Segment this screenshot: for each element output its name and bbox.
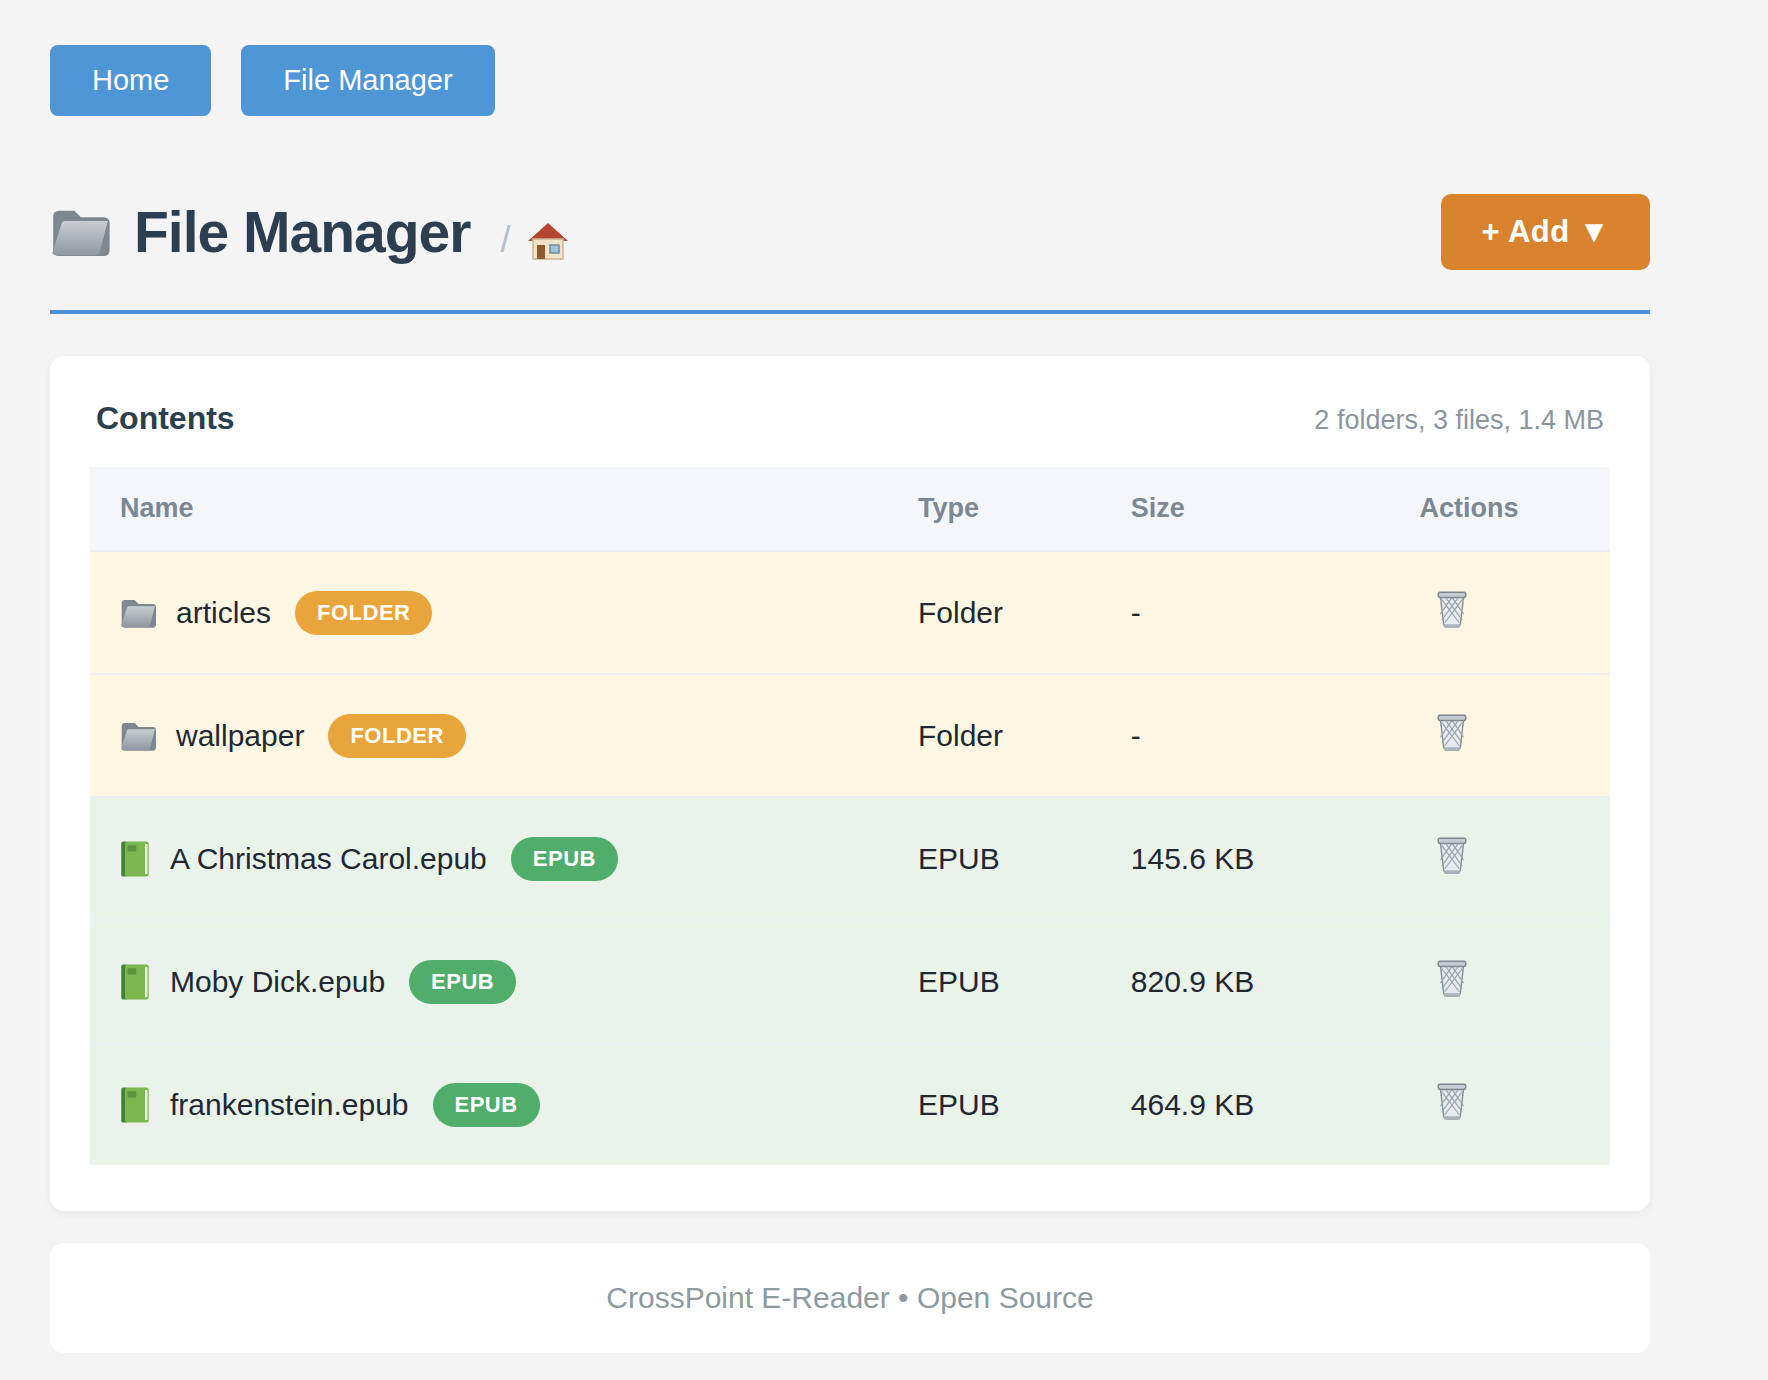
breadcrumb: / bbox=[500, 219, 570, 261]
row-type: Folder bbox=[888, 674, 1101, 797]
row-size: - bbox=[1101, 674, 1390, 797]
book-icon bbox=[120, 963, 150, 1001]
folder-icon bbox=[120, 719, 156, 753]
row-size: 145.6 KB bbox=[1101, 797, 1390, 920]
book-icon bbox=[120, 840, 150, 878]
contents-card-header: Contents 2 folders, 3 files, 1.4 MB bbox=[90, 400, 1610, 437]
table-row[interactable]: A Christmas Carol.epub EPUB EPUB 145.6 K… bbox=[90, 797, 1610, 920]
table-row[interactable]: articles FOLDER Folder - bbox=[90, 551, 1610, 674]
row-size: 820.9 KB bbox=[1101, 920, 1390, 1043]
delete-button[interactable] bbox=[1434, 711, 1470, 753]
contents-table-body: articles FOLDER Folder - wallpaper FOLDE… bbox=[90, 551, 1610, 1165]
trash-icon bbox=[1434, 834, 1470, 876]
folder-icon bbox=[50, 207, 110, 257]
page-header: File Manager / + Add ▼ bbox=[50, 194, 1650, 270]
row-type: EPUB bbox=[888, 797, 1101, 920]
table-row[interactable]: Moby Dick.epub EPUB EPUB 820.9 KB bbox=[90, 920, 1610, 1043]
add-button[interactable]: + Add ▼ bbox=[1441, 194, 1650, 270]
delete-button[interactable] bbox=[1434, 588, 1470, 630]
type-badge: EPUB bbox=[511, 837, 618, 881]
row-name: wallpaper bbox=[176, 719, 304, 753]
footer-text: CrossPoint E-Reader • Open Source bbox=[606, 1281, 1093, 1314]
delete-button[interactable] bbox=[1434, 834, 1470, 876]
footer: CrossPoint E-Reader • Open Source bbox=[50, 1243, 1650, 1353]
files-table-header-row: Name Type Size Actions bbox=[90, 467, 1610, 551]
row-size: 464.9 KB bbox=[1101, 1043, 1390, 1165]
delete-button[interactable] bbox=[1434, 957, 1470, 999]
page: Home File Manager File Manager / + Add ▼… bbox=[50, 0, 1650, 1353]
row-type: EPUB bbox=[888, 920, 1101, 1043]
delete-button[interactable] bbox=[1434, 1080, 1470, 1122]
contents-card: Contents 2 folders, 3 files, 1.4 MB Name… bbox=[50, 356, 1650, 1211]
column-header-name: Name bbox=[90, 467, 888, 551]
top-nav: Home File Manager bbox=[50, 45, 1650, 116]
type-badge: FOLDER bbox=[328, 714, 465, 758]
table-row[interactable]: frankenstein.epub EPUB EPUB 464.9 KB bbox=[90, 1043, 1610, 1165]
table-row[interactable]: wallpaper FOLDER Folder - bbox=[90, 674, 1610, 797]
home-button[interactable]: Home bbox=[50, 45, 211, 116]
type-badge: FOLDER bbox=[295, 591, 432, 635]
column-header-type: Type bbox=[888, 467, 1101, 551]
trash-icon bbox=[1434, 1080, 1470, 1122]
column-header-size: Size bbox=[1101, 467, 1390, 551]
row-name: articles bbox=[176, 596, 271, 630]
files-table: Name Type Size Actions articles FOLDER F… bbox=[90, 467, 1610, 1165]
breadcrumb-separator: / bbox=[500, 219, 510, 261]
row-type: Folder bbox=[888, 551, 1101, 674]
row-name: Moby Dick.epub bbox=[170, 965, 385, 999]
page-title: File Manager bbox=[134, 199, 470, 265]
row-type: EPUB bbox=[888, 1043, 1101, 1165]
type-badge: EPUB bbox=[409, 960, 516, 1004]
row-name: frankenstein.epub bbox=[170, 1088, 409, 1122]
home-icon[interactable] bbox=[526, 219, 570, 261]
header-divider bbox=[50, 310, 1650, 314]
contents-summary: 2 folders, 3 files, 1.4 MB bbox=[1314, 405, 1604, 436]
trash-icon bbox=[1434, 588, 1470, 630]
trash-icon bbox=[1434, 711, 1470, 753]
book-icon bbox=[120, 1086, 150, 1124]
row-size: - bbox=[1101, 551, 1390, 674]
contents-title: Contents bbox=[96, 400, 235, 437]
folder-icon bbox=[120, 596, 156, 630]
title-group: File Manager / bbox=[50, 199, 570, 265]
column-header-actions: Actions bbox=[1390, 467, 1610, 551]
type-badge: EPUB bbox=[433, 1083, 540, 1127]
file-manager-button[interactable]: File Manager bbox=[241, 45, 494, 116]
trash-icon bbox=[1434, 957, 1470, 999]
row-name: A Christmas Carol.epub bbox=[170, 842, 487, 876]
